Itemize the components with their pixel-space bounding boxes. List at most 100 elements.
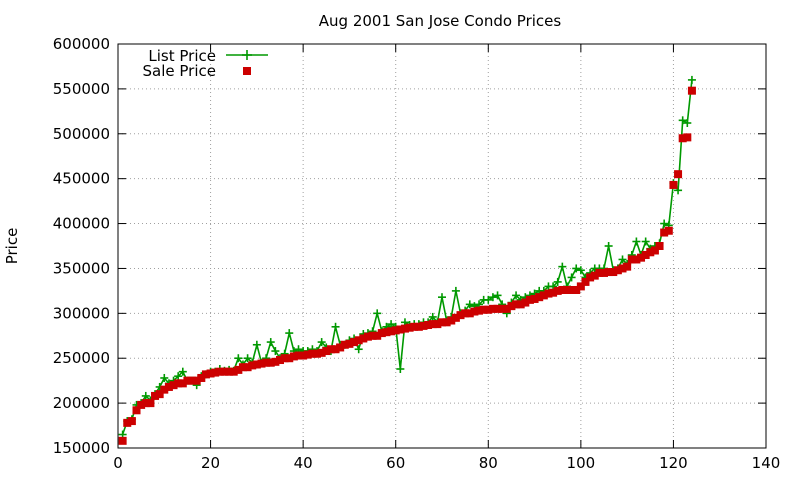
- list-price-point: [632, 237, 641, 246]
- sale-price-point: [276, 356, 284, 365]
- list-price-point: [354, 345, 363, 354]
- list-price-point: [428, 312, 437, 321]
- list-price-point: [512, 291, 521, 300]
- sale-price-point: [345, 339, 354, 348]
- sale-price-point: [447, 316, 456, 325]
- sale-price-point: [197, 373, 206, 382]
- sale-price-point: [498, 304, 507, 313]
- list-price-point: [558, 262, 567, 271]
- list-price-point: [285, 329, 294, 338]
- sale-price-point: [160, 385, 169, 394]
- sale-price-point: [206, 369, 215, 378]
- sale-price-point: [414, 322, 423, 331]
- list-price-point: [488, 293, 497, 302]
- y-tick-label: 450000: [53, 170, 110, 188]
- sale-price-point: [600, 268, 608, 277]
- sale-price-point: [618, 264, 627, 273]
- sale-price-point: [368, 331, 377, 340]
- list-price-point: [465, 300, 474, 309]
- sale-price-point: [215, 367, 224, 376]
- sale-price-point: [326, 345, 335, 354]
- sale-price-point: [683, 133, 692, 142]
- sale-price-point: [141, 399, 150, 408]
- y-axis-label: Price: [3, 228, 21, 265]
- sale-price-point: [354, 336, 363, 345]
- sale-price-point: [637, 253, 646, 262]
- sale-price-point: [660, 228, 669, 237]
- chart-title: Aug 2001 San Jose Condo Prices: [319, 12, 562, 30]
- legend-label-list-price: List Price: [148, 47, 216, 65]
- sale-price-point: [451, 313, 460, 322]
- legend-marker-sale-price: [243, 67, 251, 75]
- list-price-point: [234, 354, 243, 363]
- list-price-point: [484, 295, 493, 304]
- sale-price-point: [623, 262, 632, 271]
- sale-price-point: [262, 358, 271, 367]
- list-price-point: [243, 354, 252, 363]
- sale-price-point: [544, 289, 553, 298]
- plot-frame: [117, 43, 767, 449]
- sale-price-point: [192, 376, 201, 385]
- sale-price-point: [266, 358, 275, 367]
- sale-price-point: [132, 406, 141, 415]
- sale-price-point: [174, 379, 183, 388]
- sale-price-point: [590, 271, 599, 280]
- list-price-point: [451, 286, 460, 295]
- sale-price-point: [350, 338, 359, 347]
- sale-price-point: [155, 390, 164, 399]
- sale-price-point: [530, 294, 539, 303]
- sale-price-point: [396, 325, 405, 334]
- list-price-point: [678, 116, 687, 125]
- y-tick-label: 250000: [53, 349, 110, 367]
- sale-price-point: [438, 318, 446, 327]
- sale-price-point: [164, 382, 173, 391]
- list-price-point: [493, 291, 502, 300]
- sale-price-point: [188, 376, 197, 385]
- list-price-point: [572, 264, 581, 273]
- x-tick-label: 80: [479, 454, 498, 472]
- sale-price-point: [118, 436, 127, 445]
- legend: List Price Sale Price: [143, 47, 268, 80]
- sale-price-point: [632, 255, 641, 264]
- sale-price-point: [405, 323, 414, 332]
- list-price-point: [687, 75, 696, 84]
- sale-price-point: [400, 324, 409, 333]
- sale-price-point: [424, 321, 433, 330]
- sale-price-point: [669, 180, 678, 189]
- sale-price-point: [336, 343, 345, 352]
- sale-price-point: [285, 354, 294, 363]
- sale-price-point: [627, 255, 636, 264]
- list-price-point: [174, 372, 183, 381]
- list-price-point: [266, 338, 275, 347]
- sale-price-point: [586, 273, 595, 282]
- sale-price-point: [271, 357, 280, 366]
- sale-price-point: [613, 266, 622, 275]
- sale-price-point: [641, 250, 650, 259]
- list-price-point: [618, 255, 627, 264]
- sale-price-point: [127, 417, 136, 426]
- sale-price-point: [646, 248, 655, 257]
- sale-price-point: [229, 367, 238, 376]
- sale-price-point: [572, 285, 581, 294]
- sale-price-point: [410, 322, 419, 331]
- sale-price-point: [549, 288, 558, 297]
- sale-price-point: [151, 391, 160, 400]
- sale-price-point: [558, 285, 567, 294]
- list-price-point: [438, 293, 446, 302]
- legend-marker-list-price: [242, 50, 252, 60]
- list-price-point: [387, 320, 396, 329]
- list-price-point: [567, 273, 576, 282]
- list-price-point: [252, 340, 261, 349]
- sale-price-point: [479, 305, 488, 314]
- y-tick-label: 600000: [53, 35, 110, 53]
- sale-price-point: [553, 286, 562, 295]
- sale-price-point: [225, 367, 234, 376]
- sale-price-point: [317, 348, 326, 357]
- gridlines: [118, 44, 766, 448]
- sale-price-point: [567, 285, 576, 294]
- list-price-point: [683, 119, 692, 128]
- list-price-point: [396, 364, 405, 373]
- y-tick-label: 500000: [53, 125, 110, 143]
- sale-price-point: [280, 354, 289, 363]
- sale-price-point: [220, 367, 229, 376]
